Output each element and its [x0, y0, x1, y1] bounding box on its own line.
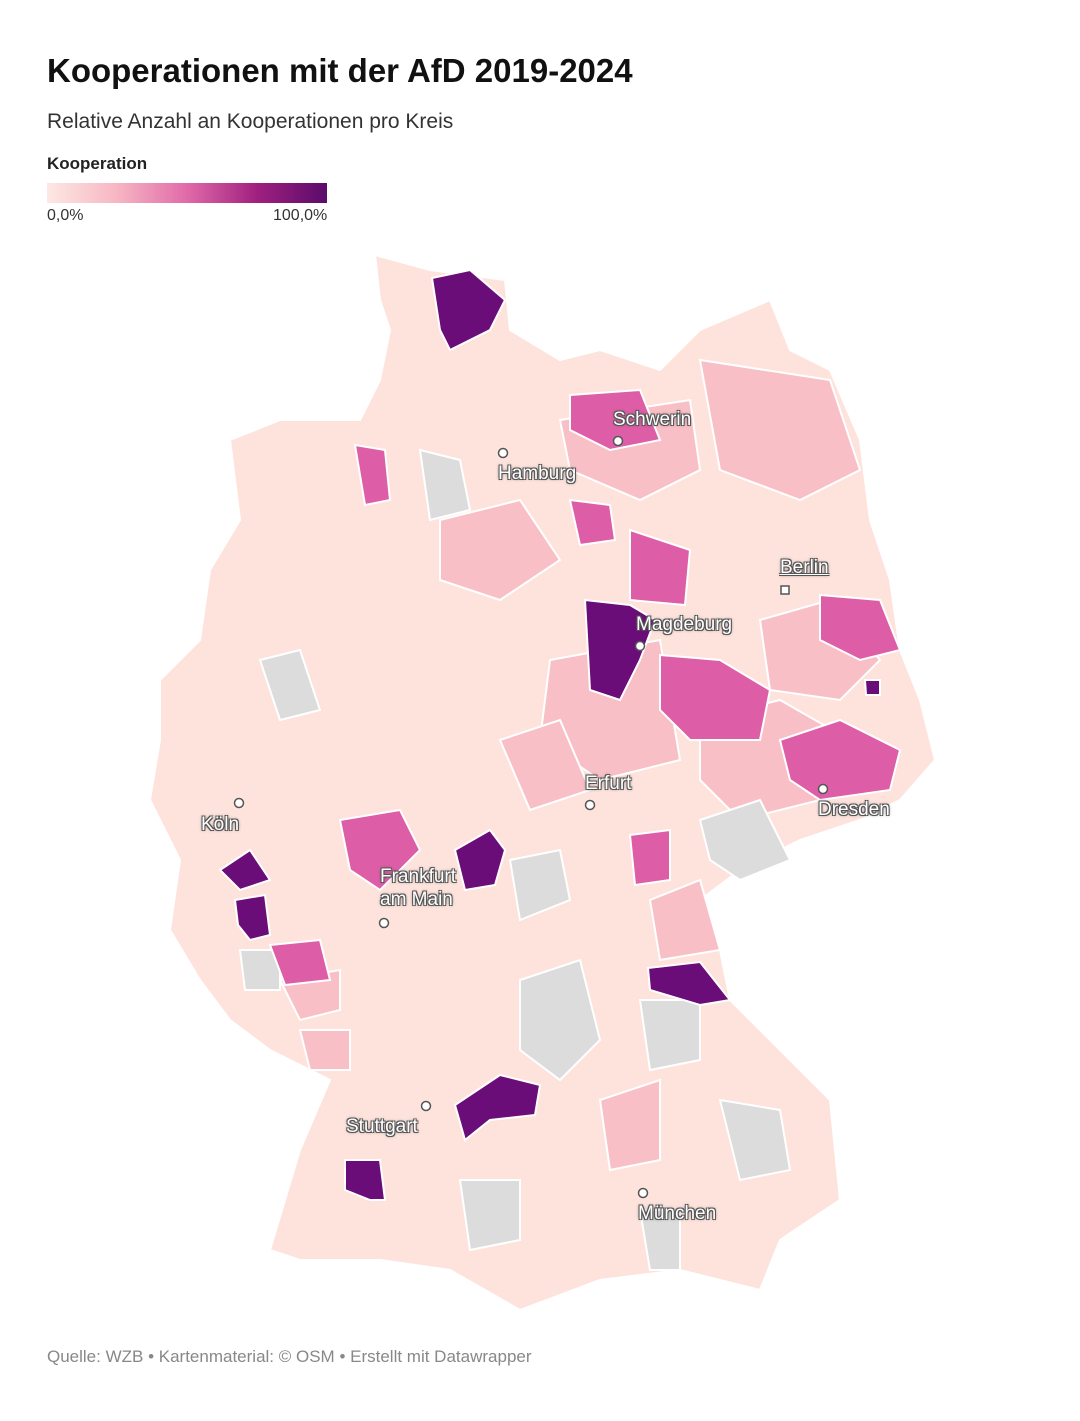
city-marker — [497, 447, 509, 459]
subtitle: Relative Anzahl an Kooperationen pro Kre… — [47, 110, 454, 133]
city-marker — [780, 585, 790, 595]
districts-grey — [238, 448, 792, 1271]
city-label: Frankfurt am Main — [380, 866, 457, 910]
footer: Quelle: WZB • Kartenmaterial: © OSM • Er… — [47, 1347, 532, 1366]
city-label: Hamburg — [498, 463, 577, 484]
city-marker — [233, 797, 245, 809]
city-marker — [378, 917, 390, 929]
city-marker — [612, 435, 624, 447]
city-marker — [584, 799, 596, 811]
city-marker — [634, 640, 646, 652]
legend-tick-label: 100,0% — [273, 207, 328, 224]
legend-gradient — [47, 183, 327, 203]
legend-tick-label: 0,0% — [47, 207, 84, 224]
city-marker — [637, 1187, 649, 1199]
city-label: Erfurt — [585, 773, 632, 794]
districts-dark — [218, 268, 881, 1201]
city-label: Berlin — [780, 557, 829, 578]
city-marker — [420, 1100, 432, 1112]
city-label: Dresden — [818, 799, 890, 820]
city-label: Stuttgart — [346, 1116, 418, 1137]
districts-medium — [268, 388, 902, 987]
city-label: Magdeburg — [636, 614, 733, 635]
city-label: München — [638, 1203, 717, 1224]
city-marker — [817, 783, 829, 795]
legend-title: Kooperation — [47, 154, 148, 173]
city-label: Köln — [201, 814, 240, 835]
title: Kooperationen mit der AfD 2019-2024 — [47, 52, 633, 89]
city-label: Schwerin — [613, 409, 692, 430]
